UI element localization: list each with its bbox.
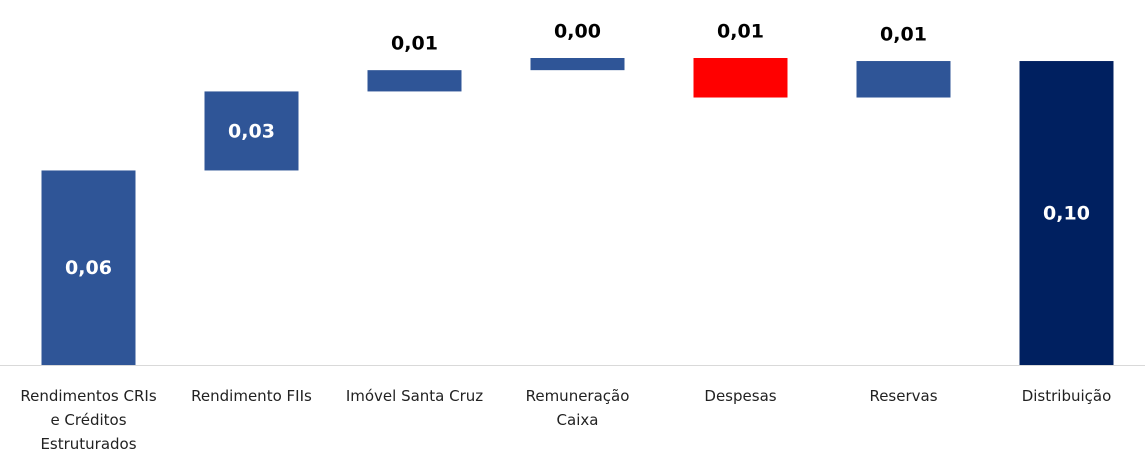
value-label: 0,06 xyxy=(65,257,112,279)
category-label: Remuneração Caixa xyxy=(525,387,630,429)
bar xyxy=(530,58,625,71)
bar xyxy=(204,91,299,171)
bar xyxy=(367,70,462,92)
bar xyxy=(41,170,136,365)
category-label: Rendimentos CRIs e Créditos Estruturados xyxy=(20,387,157,453)
category-label: Distribuição xyxy=(1021,387,1112,405)
value-label: 0,10 xyxy=(1043,203,1090,225)
category-label: Despesas xyxy=(704,387,777,405)
bar xyxy=(693,58,788,98)
category-label: Reservas xyxy=(869,387,938,405)
value-label: 0,00 xyxy=(554,21,601,43)
bar xyxy=(1019,61,1114,365)
value-label: 0,01 xyxy=(391,33,438,55)
category-label: Imóvel Santa Cruz xyxy=(345,387,484,405)
category-label: Rendimento FIIs xyxy=(191,387,312,405)
bar xyxy=(856,61,951,98)
value-label: 0,01 xyxy=(717,21,764,43)
value-label: 0,03 xyxy=(228,120,275,142)
value-label: 0,01 xyxy=(880,24,927,46)
